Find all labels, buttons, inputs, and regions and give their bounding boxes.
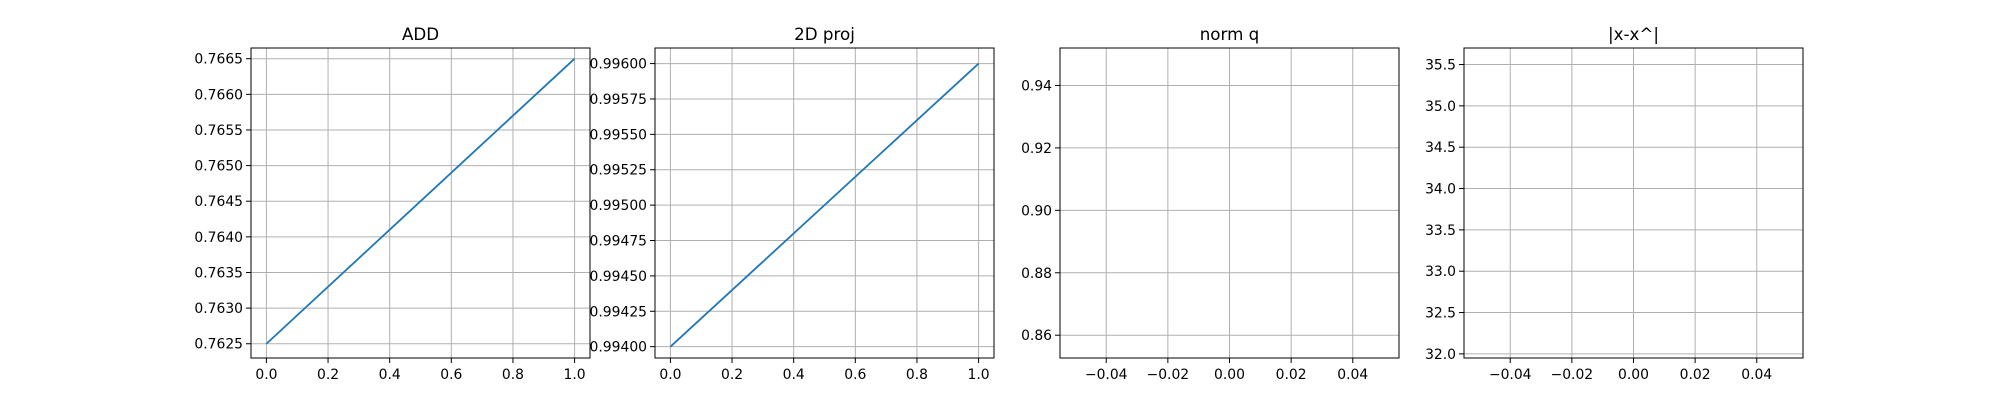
y-tick-label: 0.7660 — [194, 87, 243, 103]
x-tick-label: 0.6 — [440, 367, 462, 383]
y-tick-label: 35.5 — [1425, 58, 1456, 74]
x-tick-label: −0.04 — [1085, 367, 1128, 383]
axes-frame — [250, 47, 591, 359]
x-tick-label: 0.02 — [1680, 367, 1711, 383]
x-tick-label: 0.2 — [317, 367, 339, 383]
subplot-title: 2D proj — [794, 24, 855, 44]
x-tick-label: −0.02 — [1551, 367, 1594, 383]
y-tick-label: 0.94 — [1021, 78, 1052, 94]
y-tick-label: 0.7645 — [194, 194, 243, 210]
subplot-2: 0.0 0.2 0.4 0.6 0.8 1.0 0.99400 0.99425 0.99450 0… — [590, 24, 995, 383]
x-tick-label: 0.4 — [783, 367, 805, 383]
y-tick-label: 0.99575 — [590, 92, 647, 108]
x-tick-label: −0.02 — [1147, 367, 1190, 383]
x-tick-label: −0.04 — [1489, 367, 1532, 383]
x-tick-label: 0.00 — [1618, 367, 1649, 383]
y-tick-label: 0.7655 — [194, 123, 243, 139]
y-tick-label: 0.99600 — [590, 57, 647, 73]
x-tick-label: 0.4 — [379, 367, 401, 383]
y-tick-label: 0.99400 — [590, 340, 647, 356]
x-tick-label: 0.02 — [1276, 367, 1307, 383]
x-tick-label: 0.8 — [502, 367, 524, 383]
x-tick-label: 1.0 — [564, 367, 586, 383]
y-tick-label: 34.5 — [1425, 140, 1456, 156]
y-tick-label: 0.99450 — [590, 269, 647, 285]
y-tick-label: 0.7630 — [194, 301, 243, 317]
y-tick-label: 32.0 — [1425, 347, 1456, 363]
y-tick-label: 0.99550 — [590, 127, 647, 143]
x-tick-label: 0.2 — [721, 367, 743, 383]
subplot-4: −0.04 −0.02 0.00 0.02 0.04 32.0 32.5 33.0 33.5 34… — [1425, 24, 1804, 383]
series-line — [669, 62, 980, 348]
y-tick-label: 0.7640 — [194, 230, 243, 246]
x-tick-label: 0.04 — [1337, 367, 1368, 383]
x-tick-label: 0.8 — [906, 367, 928, 383]
y-tick-label: 33.5 — [1425, 223, 1456, 239]
y-tick-label: 0.99475 — [590, 234, 647, 250]
y-tick-label: 0.86 — [1021, 328, 1052, 344]
y-tick-label: 0.7635 — [194, 265, 243, 281]
subplot-title: norm q — [1200, 24, 1260, 44]
y-tick-label: 35.0 — [1425, 99, 1456, 115]
y-tick-label: 32.5 — [1425, 306, 1456, 322]
y-tick-label: 0.88 — [1021, 266, 1052, 282]
x-tick-label: 0.04 — [1741, 367, 1772, 383]
y-tick-label: 0.7665 — [194, 52, 243, 68]
axes-frame — [654, 47, 995, 359]
series-line — [265, 58, 576, 345]
y-tick-label: 34.0 — [1425, 182, 1456, 198]
y-tick-label: 0.7625 — [194, 337, 243, 353]
x-tick-label: 0.6 — [844, 367, 866, 383]
x-tick-label: 0.0 — [255, 367, 277, 383]
x-tick-label: 0.0 — [659, 367, 681, 383]
y-tick-label: 0.99525 — [590, 163, 647, 179]
y-tick-label: 33.0 — [1425, 264, 1456, 280]
y-tick-label: 0.99500 — [590, 198, 647, 214]
y-tick-label: 0.92 — [1021, 141, 1052, 157]
subplot-title: |x-x^| — [1608, 24, 1659, 44]
x-tick-label: 0.00 — [1214, 367, 1245, 383]
x-tick-label: 1.0 — [968, 367, 990, 383]
y-tick-label: 0.99425 — [590, 304, 647, 320]
y-tick-label: 0.7650 — [194, 159, 243, 175]
subplot-title: ADD — [402, 24, 439, 44]
subplot-3: −0.04 −0.02 0.00 0.02 0.04 0.86 0.88 0.90 0.92 0.… — [1021, 24, 1400, 383]
y-tick-label: 0.90 — [1021, 203, 1052, 219]
subplot-1: 0.0 0.2 0.4 0.6 0.8 1.0 0.7625 0.7630 0.7635 0.76… — [194, 24, 591, 383]
